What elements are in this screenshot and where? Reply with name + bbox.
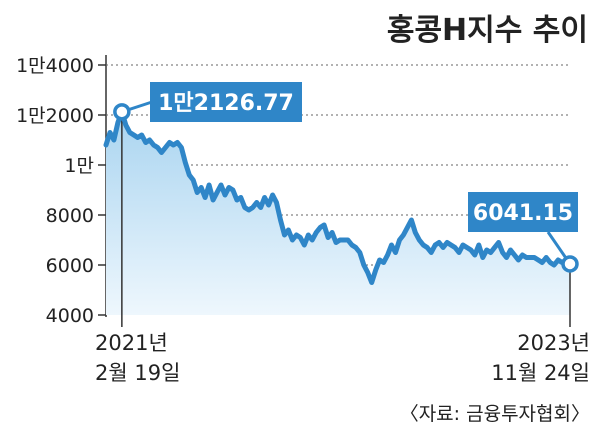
y-tick-label: 1만2000 bbox=[16, 105, 94, 127]
y-tick-label: 1만4000 bbox=[16, 55, 94, 77]
peak-label-box bbox=[150, 82, 302, 122]
last-label-box bbox=[468, 192, 578, 232]
y-tick-label: 1만 bbox=[64, 155, 94, 177]
chart-title: 홍콩H지수 추이 bbox=[387, 13, 588, 48]
y-tick-label: 4000 bbox=[46, 305, 94, 327]
source-note: 〈자료: 금융투자협회〉 bbox=[400, 403, 590, 425]
last-label: 6041.15 bbox=[473, 201, 573, 226]
peak-label: 1만2126.77 bbox=[158, 91, 294, 116]
y-tick-label: 8000 bbox=[46, 205, 94, 227]
y-tick-label: 6000 bbox=[46, 255, 94, 277]
series-line bbox=[103, 109, 573, 285]
x-end-label: 2023년 bbox=[517, 331, 590, 355]
x-start-label: 2월 19일 bbox=[95, 361, 180, 385]
peak-point bbox=[113, 103, 131, 121]
x-start-label: 2021년 bbox=[95, 331, 168, 355]
series-area bbox=[106, 111, 570, 315]
x-end-label: 11월 24일 bbox=[491, 361, 590, 385]
last-point bbox=[561, 255, 579, 273]
